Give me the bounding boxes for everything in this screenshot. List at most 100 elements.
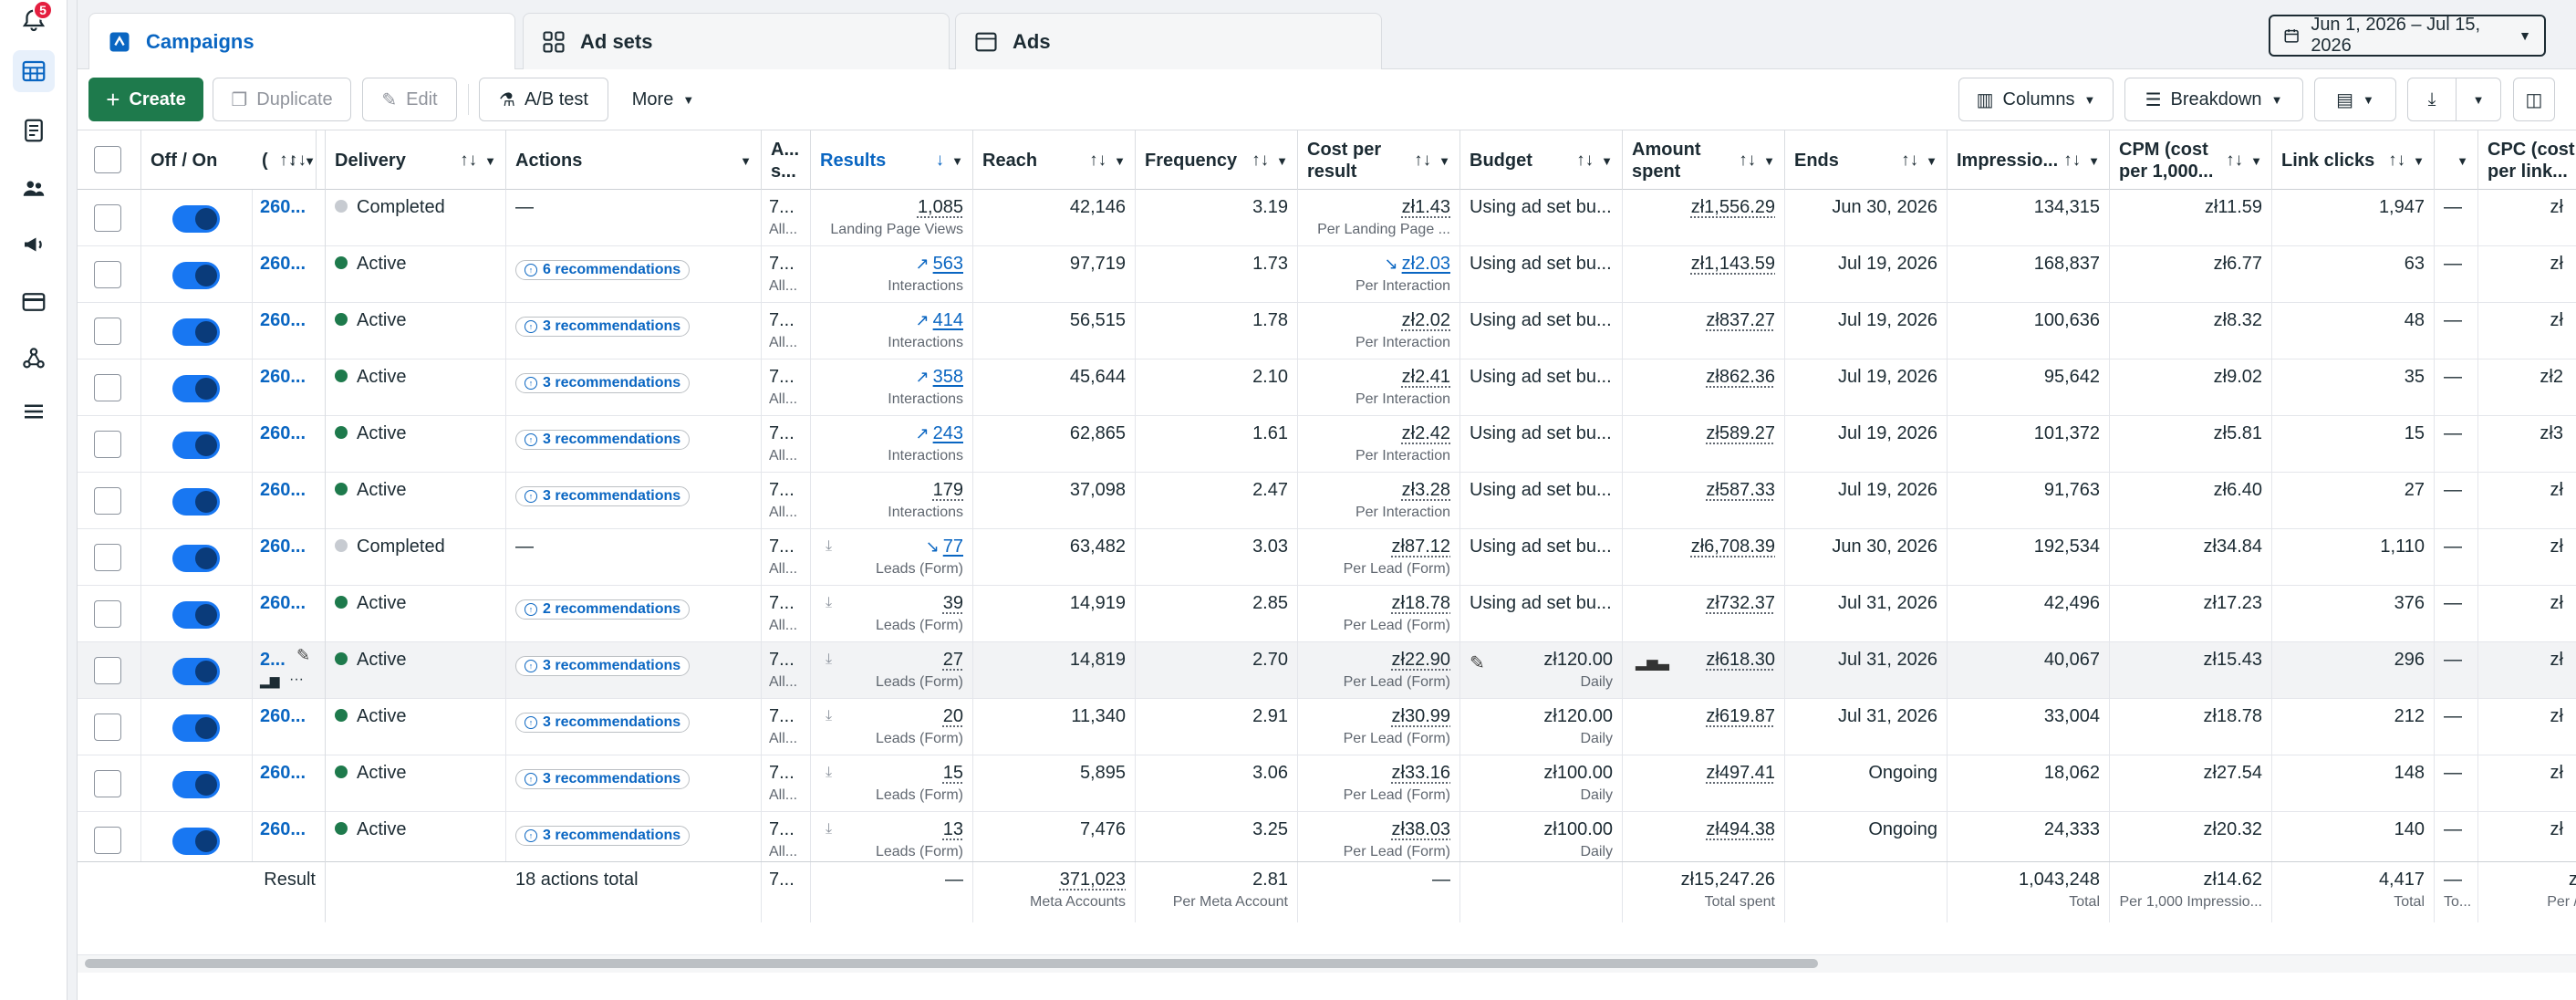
on-off-toggle[interactable] [172, 375, 220, 402]
header-amount-spent[interactable]: Amount spent ↑↓ ▼ [1623, 130, 1785, 191]
more-button[interactable]: More ▼ [616, 78, 711, 121]
recommendations-badge[interactable]: ↑ 3 recommendations [515, 710, 691, 733]
campaign-name-link[interactable]: 260... [260, 480, 306, 500]
header-budget[interactable]: Budget ↑↓ ▼ [1460, 130, 1623, 191]
header-ends[interactable]: Ends ↑↓ ▼ [1785, 130, 1948, 191]
campaign-name-link[interactable]: 260... [260, 310, 306, 330]
row-checkbox[interactable] [94, 544, 121, 571]
campaign-name-link[interactable]: 260... [260, 819, 306, 839]
more-options-icon[interactable]: ··· [289, 672, 304, 687]
table-row[interactable]: 260... Active ↑ 3 recommendations 7... All… [78, 303, 2576, 359]
recommendations-badge[interactable]: ↑ 6 recommendations [515, 257, 691, 280]
on-off-toggle[interactable] [172, 658, 220, 685]
duplicate-button[interactable]: ❐ Duplicate [213, 78, 351, 121]
on-off-toggle[interactable] [172, 545, 220, 572]
pencil-icon[interactable]: ✎ [296, 646, 311, 664]
row-checkbox[interactable] [94, 374, 121, 401]
row-checkbox[interactable] [94, 261, 121, 288]
chart-bars-icon[interactable]: ▂▅▃ [1636, 655, 1669, 671]
recommendations-badge[interactable]: ↑ 3 recommendations [515, 427, 691, 450]
edit-budget-icon[interactable]: ✎ [1470, 653, 1485, 673]
rail-reports[interactable] [13, 109, 55, 151]
table-row[interactable]: 260... Active ↑ 2 recommendations 7... All… [78, 586, 2576, 642]
recommendations-badge[interactable]: ↑ 3 recommendations [515, 766, 691, 789]
campaign-name-link[interactable]: 260... [260, 593, 306, 613]
header-frequency[interactable]: Frequency ↑↓ ▼ [1136, 130, 1298, 191]
rail-events[interactable] [13, 338, 55, 380]
header-off-on[interactable]: Off / On ↑↓ [141, 130, 317, 191]
table-row[interactable]: 260... Active ↑ 3 recommendations 7... All… [78, 755, 2576, 812]
header-reach[interactable]: Reach ↑↓ ▼ [973, 130, 1136, 191]
on-off-toggle[interactable] [172, 714, 220, 742]
reports-button[interactable]: ▤ ▼ [2314, 78, 2396, 121]
header-campaign-name[interactable]: (↑↓ ▼ [253, 130, 326, 191]
recommendations-badge[interactable]: ↑ 2 recommendations [515, 597, 691, 620]
edit-button[interactable]: ✎ Edit [362, 78, 457, 121]
campaign-name-link[interactable]: 260... [260, 254, 306, 274]
table-row[interactable]: 260... Active ↑ 3 recommendations 7... All… [78, 812, 2576, 869]
chart-icon[interactable]: ▂▆ [260, 673, 280, 688]
table-row[interactable]: 260... Completed — 7... All... ⤓ ↘ 77 Lead… [78, 529, 2576, 586]
campaign-name-link[interactable]: 260... [260, 423, 306, 443]
columns-button[interactable]: ▥ Columns ▼ [1958, 78, 2114, 121]
row-checkbox[interactable] [94, 431, 121, 458]
row-checkbox[interactable] [94, 657, 121, 684]
notifications-button[interactable]: 5 [13, 0, 55, 42]
rail-menu[interactable] [13, 391, 55, 432]
recommendations-badge[interactable]: ↑ 3 recommendations [515, 823, 691, 846]
table-row[interactable]: 260... Active ↑ 3 recommendations 7... All… [78, 416, 2576, 473]
on-off-toggle[interactable] [172, 432, 220, 459]
campaign-name-link[interactable]: 260... [260, 536, 306, 557]
table-row[interactable]: 260... Completed — 7... All... 1,085 Land… [78, 190, 2576, 246]
export-button[interactable]: ⤓ [2407, 78, 2457, 121]
chart-view-button[interactable]: ◫ [2513, 78, 2555, 121]
rail-audiences[interactable] [13, 167, 55, 209]
ab-test-button[interactable]: ⚗ A/B test [479, 78, 608, 121]
date-range-picker[interactable]: Jun 1, 2026 – Jul 15, 2026 ▼ [2269, 15, 2546, 57]
row-checkbox[interactable] [94, 770, 121, 797]
breakdown-button[interactable]: ☰ Breakdown ▼ [2124, 78, 2303, 121]
export-options-button[interactable]: ▼ [2456, 78, 2501, 121]
rail-campaigns-table[interactable] [13, 50, 55, 92]
recommendations-badge[interactable]: ↑ 3 recommendations [515, 653, 691, 676]
recommendations-badge[interactable]: ↑ 3 recommendations [515, 370, 691, 393]
header-link-clicks[interactable]: Link clicks ↑↓ ▼ [2272, 130, 2435, 191]
horizontal-scrollbar-thumb[interactable] [85, 959, 1818, 968]
campaign-name-link[interactable]: 2... [260, 650, 286, 670]
row-checkbox[interactable] [94, 714, 121, 741]
campaign-name-link[interactable]: 260... [260, 197, 306, 217]
header-results[interactable]: Results ↓ ▼ [811, 130, 973, 191]
row-checkbox[interactable] [94, 600, 121, 628]
header-cpm[interactable]: CPM (cost per 1,000... ↑↓ ▼ [2110, 130, 2272, 191]
header-impressions[interactable]: Impressio... ↑↓ ▼ [1948, 130, 2110, 191]
header-delivery[interactable]: Delivery ↑↓ ▼ [326, 130, 506, 191]
on-off-toggle[interactable] [172, 601, 220, 629]
row-checkbox[interactable] [94, 318, 121, 345]
header-attribution[interactable]: A... s... [762, 130, 811, 191]
header-unnamed[interactable]: ▼ [2435, 130, 2478, 191]
row-checkbox[interactable] [94, 204, 121, 232]
row-checkbox[interactable] [94, 487, 121, 515]
on-off-toggle[interactable] [172, 488, 220, 516]
on-off-toggle[interactable] [172, 262, 220, 289]
table-row[interactable]: 260... Active ↑ 3 recommendations 7... All… [78, 699, 2576, 755]
table-row[interactable]: 2... ✎ ▂▆ ··· Active ↑ 3 recommendations 7..… [78, 642, 2576, 699]
row-checkbox[interactable] [94, 827, 121, 854]
on-off-toggle[interactable] [172, 318, 220, 346]
select-all-checkbox[interactable] [94, 146, 121, 173]
rail-advertising[interactable] [13, 224, 55, 266]
rail-billing[interactable] [13, 281, 55, 323]
campaign-name-link[interactable]: 260... [260, 763, 306, 783]
tab-campaigns[interactable]: Campaigns [88, 13, 515, 70]
tab-ad-sets[interactable]: Ad sets [523, 13, 950, 69]
table-row[interactable]: 260... Active ↑ 3 recommendations 7... All… [78, 473, 2576, 529]
header-cpc[interactable]: CPC (cost per link... [2478, 130, 2576, 191]
tab-ads[interactable]: Ads [955, 13, 1382, 69]
create-button[interactable]: + Create [88, 78, 203, 121]
recommendations-badge[interactable]: ↑ 3 recommendations [515, 484, 691, 506]
recommendations-badge[interactable]: ↑ 3 recommendations [515, 314, 691, 337]
on-off-toggle[interactable] [172, 828, 220, 855]
header-cost-per-result[interactable]: Cost per result ↑↓ ▼ [1298, 130, 1460, 191]
campaign-name-link[interactable]: 260... [260, 706, 306, 726]
table-row[interactable]: 260... Active ↑ 3 recommendations 7... All… [78, 359, 2576, 416]
